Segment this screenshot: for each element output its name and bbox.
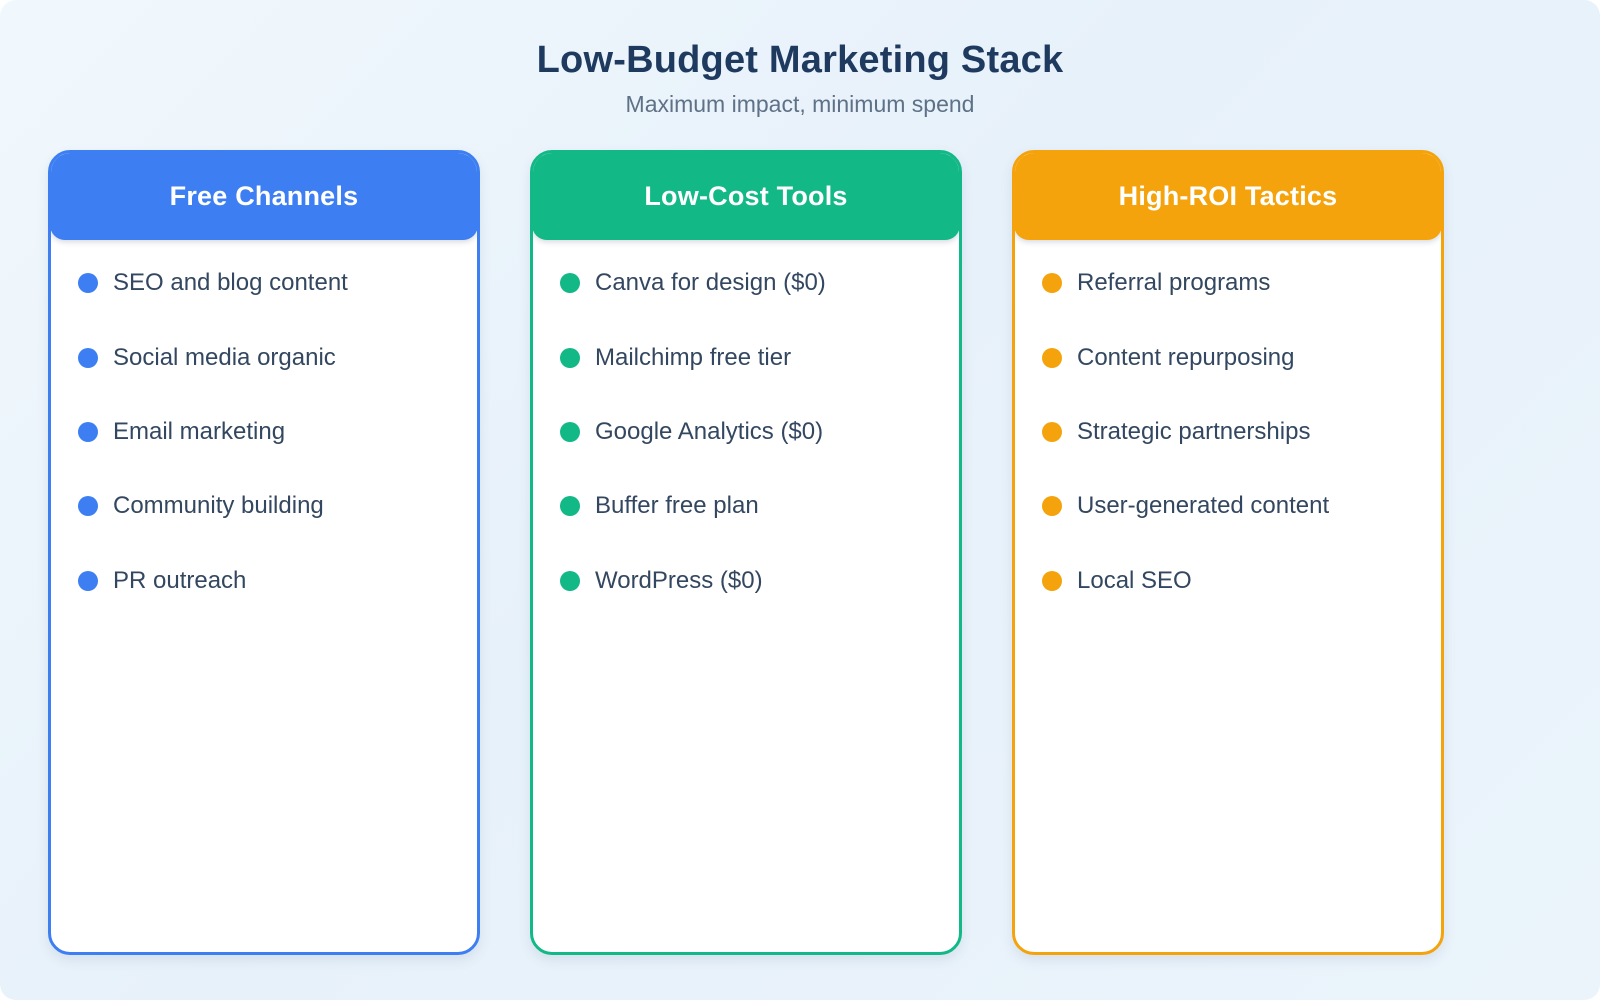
category-header: High-ROI Tactics xyxy=(1015,153,1441,240)
list-item-label: Strategic partnerships xyxy=(1077,417,1311,445)
list-item: Content repurposing xyxy=(1042,320,1423,394)
list-item-label: Email marketing xyxy=(113,417,286,445)
list-item: Local SEO xyxy=(1042,544,1423,618)
list-item: WordPress ($0) xyxy=(560,544,941,618)
list-item-label: Community building xyxy=(113,492,324,520)
category-list: Referral programs Content repurposing St… xyxy=(1015,240,1441,618)
list-item-label: Buffer free plan xyxy=(595,492,759,520)
list-item-label: Canva for design ($0) xyxy=(595,269,826,297)
category-card-1: Free Channels SEO and blog content Socia… xyxy=(48,150,480,955)
bullet-dot-icon xyxy=(1042,496,1062,517)
list-item: Community building xyxy=(78,469,459,543)
list-item: Mailchimp free tier xyxy=(560,320,941,394)
list-item-label: Google Analytics ($0) xyxy=(595,417,824,445)
bullet-dot-icon xyxy=(78,570,98,591)
bullet-dot-icon xyxy=(560,273,580,294)
bullet-dot-icon xyxy=(560,347,580,368)
list-item-label: User-generated content xyxy=(1077,492,1330,520)
bullet-dot-icon xyxy=(560,570,580,591)
list-item: User-generated content xyxy=(1042,469,1423,543)
bullet-dot-icon xyxy=(78,421,98,442)
category-header: Low-Cost Tools xyxy=(533,153,959,240)
list-item: Referral programs xyxy=(1042,246,1423,320)
bullet-dot-icon xyxy=(1042,347,1062,368)
list-item-label: Mailchimp free tier xyxy=(595,343,792,371)
bullet-dot-icon xyxy=(1042,273,1062,294)
list-item-label: WordPress ($0) xyxy=(595,566,763,594)
list-item: Buffer free plan xyxy=(560,469,941,543)
category-card-3: High-ROI Tactics Referral programs Conte… xyxy=(1012,150,1444,955)
page-title: Low-Budget Marketing Stack xyxy=(536,39,1064,81)
category-title: Free Channels xyxy=(169,180,359,211)
page-subtitle: Maximum impact, minimum spend xyxy=(625,91,975,117)
list-item: Strategic partnerships xyxy=(1042,395,1423,469)
list-item-label: Local SEO xyxy=(1077,566,1192,594)
category-title: Low-Cost Tools xyxy=(644,180,848,211)
list-item: Email marketing xyxy=(78,395,459,469)
list-item: PR outreach xyxy=(78,544,459,618)
bullet-dot-icon xyxy=(1042,570,1062,591)
list-item-label: Referral programs xyxy=(1077,269,1271,297)
bullet-dot-icon xyxy=(560,496,580,517)
list-item: Canva for design ($0) xyxy=(560,246,941,320)
category-list: Canva for design ($0) Mailchimp free tie… xyxy=(533,240,959,618)
list-item: Google Analytics ($0) xyxy=(560,395,941,469)
list-item: Social media organic xyxy=(78,320,459,394)
bullet-dot-icon xyxy=(78,496,98,517)
category-list: SEO and blog content Social media organi… xyxy=(51,240,477,618)
list-item: SEO and blog content xyxy=(78,246,459,320)
list-item-label: SEO and blog content xyxy=(113,269,348,297)
list-item-label: Social media organic xyxy=(113,343,336,371)
list-item-label: PR outreach xyxy=(113,566,247,594)
bullet-dot-icon xyxy=(1042,421,1062,442)
columns-container: Free Channels SEO and blog content Socia… xyxy=(0,150,1600,955)
bullet-dot-icon xyxy=(560,421,580,442)
bullet-dot-icon xyxy=(78,347,98,368)
category-card-2: Low-Cost Tools Canva for design ($0) Mai… xyxy=(530,150,962,955)
list-item-label: Content repurposing xyxy=(1077,343,1295,371)
category-header: Free Channels xyxy=(51,153,477,240)
bullet-dot-icon xyxy=(78,273,98,294)
category-title: High-ROI Tactics xyxy=(1118,180,1338,211)
